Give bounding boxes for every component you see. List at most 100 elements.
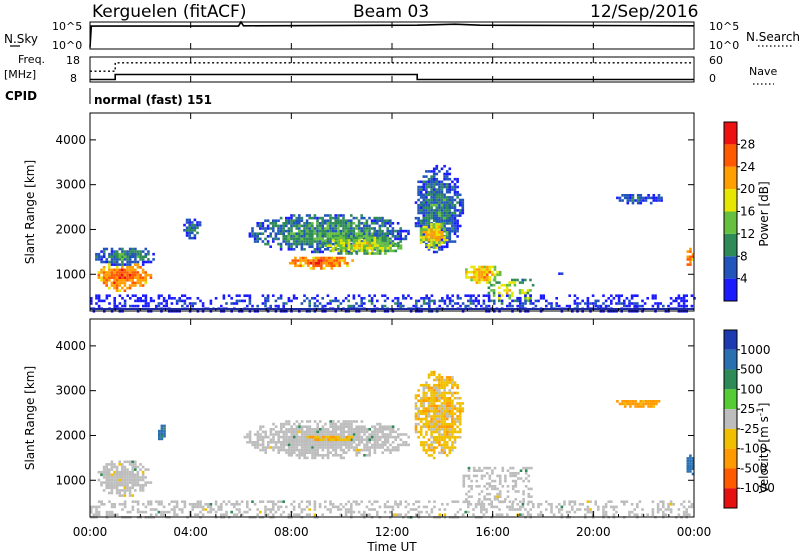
range-cell <box>160 437 164 441</box>
range-cell <box>373 236 377 240</box>
range-cell <box>470 265 473 269</box>
range-cell <box>621 199 624 202</box>
range-cell <box>301 264 305 268</box>
range-cell <box>456 235 459 238</box>
range-cell <box>350 239 353 242</box>
range-cell <box>287 438 291 441</box>
range-cell <box>352 241 356 245</box>
range-cell <box>115 483 119 487</box>
range-cell <box>440 209 444 212</box>
range-cell <box>103 503 106 506</box>
range-cell <box>440 203 444 207</box>
range-cell <box>371 435 374 439</box>
range-cell <box>453 441 457 444</box>
range-cell <box>365 430 369 434</box>
range-cell <box>183 302 187 305</box>
range-cell <box>397 433 400 436</box>
range-cell <box>445 428 449 431</box>
range-cell <box>141 486 145 490</box>
range-cell <box>657 196 661 200</box>
range-cell <box>358 236 361 240</box>
range-cell <box>480 477 484 480</box>
range-cell <box>233 302 236 305</box>
range-cell <box>488 498 492 501</box>
range-cell <box>445 177 449 181</box>
range-cell <box>438 420 441 423</box>
range-cell <box>373 433 377 436</box>
range-cell <box>475 270 479 274</box>
range-cell <box>97 297 101 300</box>
range-cell <box>313 433 317 436</box>
range-cell <box>422 302 426 305</box>
range-cell <box>456 214 459 217</box>
range-cell <box>432 225 436 229</box>
range-cell <box>311 441 314 444</box>
range-cell <box>295 513 298 516</box>
range-cell <box>456 209 459 212</box>
range-cell <box>326 446 330 449</box>
range-cell <box>344 513 348 516</box>
range-cell <box>691 464 695 468</box>
range-cell <box>391 299 395 303</box>
range-cell <box>483 276 486 279</box>
range-cell <box>320 259 323 262</box>
y-tick-label: 4000 <box>55 339 86 353</box>
range-cell <box>365 252 369 255</box>
range-cell <box>491 472 494 475</box>
range-cell <box>326 237 330 241</box>
range-cell <box>207 503 210 506</box>
range-cell <box>185 221 189 224</box>
range-cell <box>368 508 371 511</box>
range-cell <box>321 448 325 452</box>
range-cell <box>287 513 291 516</box>
range-cell <box>128 250 132 253</box>
range-cell <box>412 508 415 511</box>
range-cell <box>194 513 197 516</box>
range-cell <box>618 196 622 200</box>
range-cell <box>422 407 426 410</box>
range-cell <box>516 297 519 300</box>
range-cell <box>339 222 343 225</box>
range-cell <box>342 435 345 439</box>
range-cell <box>363 446 366 449</box>
range-cell <box>440 180 444 184</box>
range-cell <box>303 454 306 457</box>
range-cell <box>456 224 459 228</box>
range-cell <box>311 451 314 454</box>
range-cell <box>417 415 420 418</box>
range-cell <box>118 247 122 251</box>
range-cell <box>272 240 275 243</box>
range-cell <box>384 425 387 428</box>
range-cell <box>493 299 496 303</box>
range-cell <box>419 185 423 189</box>
range-cell <box>475 469 479 472</box>
range-cell <box>118 483 121 487</box>
range-cell <box>394 438 397 441</box>
range-cell <box>425 188 428 191</box>
range-cell <box>316 232 319 235</box>
range-cell <box>639 400 643 403</box>
range-cell <box>467 505 470 509</box>
range-cell <box>407 229 410 233</box>
range-cell <box>316 245 319 248</box>
range-cell <box>443 417 446 421</box>
range-cell <box>407 503 410 506</box>
range-cell <box>327 259 331 262</box>
range-cell <box>427 203 431 207</box>
range-cell <box>121 281 124 285</box>
range-cell <box>329 435 333 439</box>
range-cell <box>451 448 454 452</box>
range-cell <box>514 472 518 475</box>
range-cell <box>269 304 272 308</box>
range-cell <box>443 412 446 416</box>
range-cell <box>269 222 272 225</box>
range-cell <box>381 229 384 233</box>
range-cell <box>451 391 454 395</box>
range-cell <box>517 490 520 493</box>
range-cell <box>110 505 114 509</box>
range-cell <box>238 299 241 303</box>
range-cell <box>266 227 270 230</box>
range-cell <box>505 291 509 295</box>
range-cell <box>396 302 400 305</box>
range-cell <box>389 219 392 222</box>
